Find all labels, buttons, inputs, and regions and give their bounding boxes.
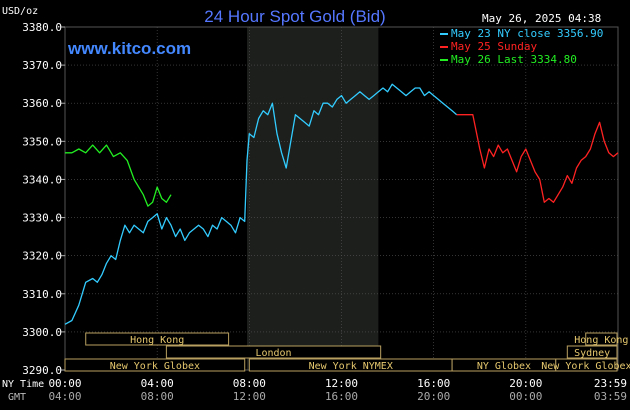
y-tick-label: 3300.0 <box>22 326 62 339</box>
market-sessions: Hong Kong London New York Globex New York N… <box>64 332 630 372</box>
session-box <box>566 345 618 359</box>
y-tick-label: 3330.0 <box>22 212 62 225</box>
source-watermark: www.kitco.com <box>67 39 191 58</box>
y-tick-label: 3370.0 <box>22 59 62 72</box>
legend-entry: May 23 NY close 3356.90 <box>451 27 603 40</box>
y-tick-label: 3290.0 <box>22 364 62 377</box>
timestamp: May 26, 2025 04:38 <box>482 12 601 25</box>
x-tick-label-ny: 04:00 <box>141 377 174 390</box>
session-label: Sydney <box>574 348 610 359</box>
y-tick-label: 3350.0 <box>22 135 62 148</box>
session-label: Hong Kong <box>130 335 184 346</box>
x-row-label-gmt: GMT <box>8 392 26 403</box>
x-tick-label-gmt: 12:00 <box>233 390 266 403</box>
legend-entry: May 26 Last 3334.80 <box>451 53 577 66</box>
session-label: New York Globex <box>541 361 630 372</box>
session-label: London <box>255 348 291 359</box>
session-label: NY Globex <box>477 361 531 372</box>
y-tick-label: 3380.0 <box>22 21 62 34</box>
series-line <box>456 114 619 203</box>
session-box <box>555 358 618 372</box>
x-tick-label-gmt: 04:00 <box>48 390 81 403</box>
x-tick-label-ny: 20:00 <box>509 377 542 390</box>
chart-title: 24 Hour Spot Gold (Bid) <box>204 7 385 26</box>
legend-entry: May 25 Sunday <box>451 40 537 53</box>
x-tick-label-gmt: 16:00 <box>325 390 358 403</box>
series-lines <box>64 83 619 325</box>
series-line <box>65 144 172 207</box>
x-tick-label-ny: 08:00 <box>233 377 266 390</box>
x-tick-label-gmt: 00:00 <box>509 390 542 403</box>
session-box <box>85 332 230 346</box>
session-label: New York Globex <box>110 361 200 372</box>
session-box <box>585 332 618 346</box>
grid <box>64 26 619 371</box>
axes: 3380.0 3370.0 3360.0 3350.0 3340.0 3330.0 3320… <box>22 21 627 403</box>
y-tick-label: 3360.0 <box>22 97 62 110</box>
x-row-label-ny: NY Time <box>2 379 44 390</box>
x-tick-label-gmt: 03:59 <box>594 390 627 403</box>
nymex-session-band <box>247 27 379 370</box>
y-tick-label: 3340.0 <box>22 173 62 186</box>
x-tick-label-ny: 00:00 <box>48 377 81 390</box>
x-tick-label-ny: 12:00 <box>325 377 358 390</box>
y-axis-unit-label: USD/oz <box>2 6 38 17</box>
session-label: Hong Kong <box>574 335 628 346</box>
x-tick-label-gmt: 20:00 <box>417 390 450 403</box>
x-tick-label-gmt: 08:00 <box>141 390 174 403</box>
y-tick-label: 3320.0 <box>22 250 62 263</box>
x-tick-label-ny: 23:59 <box>594 377 627 390</box>
session-label: New York NYMEX <box>309 361 393 372</box>
y-tick-label: 3310.0 <box>22 288 62 301</box>
series-line <box>64 83 458 325</box>
x-tick-label-ny: 16:00 <box>417 377 450 390</box>
session-box <box>165 345 382 359</box>
session-box <box>64 358 246 372</box>
